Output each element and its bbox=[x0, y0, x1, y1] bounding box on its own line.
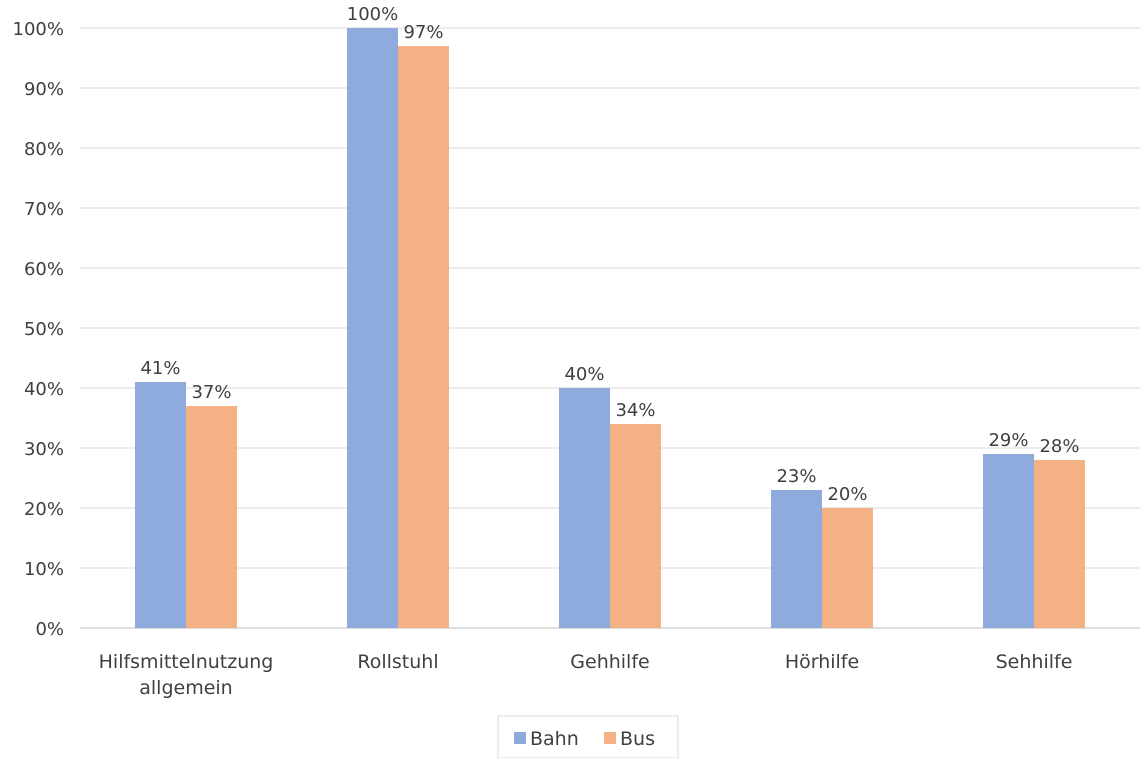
data-label: 37% bbox=[191, 382, 231, 403]
data-label: 28% bbox=[1039, 436, 1079, 457]
y-tick-label: 70% bbox=[24, 199, 64, 220]
legend-label: Bahn bbox=[530, 728, 579, 750]
gridlines bbox=[80, 27, 1140, 629]
data-label: 29% bbox=[988, 430, 1028, 451]
data-label: 97% bbox=[403, 22, 443, 43]
bar-bus bbox=[398, 46, 449, 628]
data-label: 20% bbox=[827, 484, 867, 505]
data-label: 34% bbox=[615, 400, 655, 421]
x-category-label: Hilfsmittelnutzung bbox=[99, 651, 274, 673]
bars bbox=[135, 28, 1085, 628]
y-tick-label: 50% bbox=[24, 319, 64, 340]
y-tick-label: 40% bbox=[24, 379, 64, 400]
x-category-label: Rollstuhl bbox=[357, 651, 438, 673]
x-category-label: Hörhilfe bbox=[785, 651, 859, 673]
bar-bahn bbox=[559, 388, 610, 628]
x-category-label: allgemein bbox=[139, 677, 232, 699]
bar-bahn bbox=[135, 382, 186, 628]
y-tick-label: 0% bbox=[35, 619, 64, 640]
y-axis: 0% 10% 20% 30% 40% 50% 60% 70% 80% 90% 100% bbox=[13, 19, 64, 640]
bar-bus bbox=[822, 508, 873, 628]
bar-bus bbox=[186, 406, 237, 628]
x-category-label: Sehhilfe bbox=[996, 651, 1073, 673]
x-category-label: Gehhilfe bbox=[570, 651, 649, 673]
x-axis: Hilfsmittelnutzung allgemein Rollstuhl Gehh… bbox=[99, 651, 1073, 699]
bar-bus bbox=[610, 424, 661, 628]
data-label: 23% bbox=[776, 466, 816, 487]
data-label: 100% bbox=[347, 4, 398, 25]
bar-bahn bbox=[771, 490, 822, 628]
bar-bahn bbox=[347, 28, 398, 628]
bar-bahn bbox=[983, 454, 1034, 628]
legend-box bbox=[497, 715, 679, 758]
y-tick-label: 20% bbox=[24, 499, 64, 520]
data-label: 41% bbox=[140, 358, 180, 379]
data-labels: 41% 37% 100%97% 40% 34% 23% 20% 29% 28% bbox=[140, 4, 1079, 505]
y-tick-label: 90% bbox=[24, 79, 64, 100]
y-tick-label: 30% bbox=[24, 439, 64, 460]
legend-swatch-bahn bbox=[514, 732, 526, 744]
y-tick-label: 100% bbox=[13, 19, 64, 40]
bar-bus bbox=[1034, 460, 1085, 628]
legend-label: Bus bbox=[620, 728, 655, 750]
y-tick-label: 80% bbox=[24, 139, 64, 160]
y-tick-label: 10% bbox=[24, 559, 64, 580]
legend: Bahn Bus bbox=[497, 715, 679, 758]
y-tick-label: 60% bbox=[24, 259, 64, 280]
data-label: 40% bbox=[564, 364, 604, 385]
legend-swatch-bus bbox=[604, 732, 616, 744]
